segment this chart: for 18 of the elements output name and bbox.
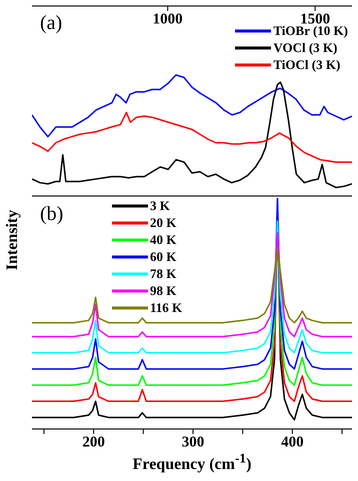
- legend-label: 98 K: [150, 282, 176, 299]
- x-tick-label: 400: [281, 434, 304, 451]
- x-tick-label: 200: [82, 434, 105, 451]
- legend-label: VOCl (3 K): [273, 39, 338, 56]
- legend-label: 20 K: [150, 214, 176, 231]
- annotation: (b): [40, 203, 64, 225]
- legend-label: 3 K: [150, 197, 170, 214]
- legend-label: TiOCl (3 K): [273, 56, 340, 73]
- legend-label: 60 K: [150, 248, 176, 265]
- text: (a): [40, 12, 62, 34]
- legend-label: 116 K: [150, 299, 182, 316]
- legend-label: 40 K: [150, 231, 176, 248]
- x-axis-title: Frequency (cm$^{-1}$): [132, 451, 252, 474]
- legend-label: TiOBr (10 K): [273, 23, 348, 39]
- y-axis-title: Intensity: [4, 210, 21, 270]
- x2-tick-label: 1000: [152, 12, 183, 28]
- legend-label: 78 K: [150, 265, 176, 282]
- x-tick-label: 300: [182, 434, 204, 451]
